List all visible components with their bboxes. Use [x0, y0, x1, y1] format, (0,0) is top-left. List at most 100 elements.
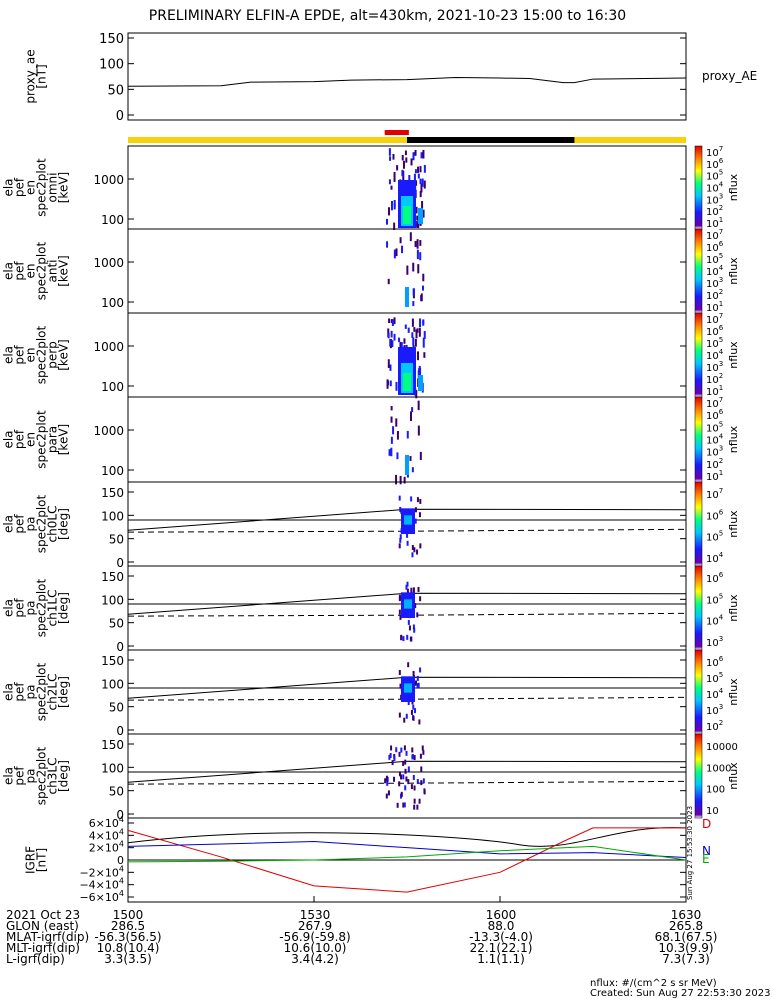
pa-cell [422, 778, 425, 784]
spectrogram-cell [407, 327, 410, 333]
spectrogram-cell [387, 328, 390, 338]
spectrogram-cell [404, 150, 407, 156]
axis-label-line: ela [2, 262, 16, 280]
spectrogram-cell [388, 449, 391, 456]
colorbar-tick: 101 [706, 384, 723, 398]
pa-cell [416, 549, 419, 555]
spectrogram-cell [395, 248, 398, 257]
axis-label-line: [keV] [57, 255, 71, 286]
spectrogram-cell [416, 223, 419, 228]
axis-label-line: pef [13, 345, 27, 365]
spectrogram-cell [422, 209, 425, 218]
pa-spectrogram-cells [398, 581, 422, 642]
axis-label-line: pa [24, 769, 38, 784]
axis-label-line: ch1LC [46, 590, 60, 627]
pa-cell [393, 776, 396, 782]
y-tick-label: 100 [101, 464, 124, 478]
spectrogram-cell [415, 206, 418, 214]
colorbar [694, 312, 703, 398]
pa-cell [412, 587, 415, 593]
colorbar-tick: 104 [706, 687, 724, 701]
pa-core [404, 683, 412, 693]
y-tick-label: 100 [101, 677, 124, 691]
colorbar [694, 228, 703, 314]
footer-value: 1530 [299, 908, 331, 922]
pa-cell [402, 802, 405, 808]
spectrogram-cell [393, 222, 396, 230]
spectrogram-cell [419, 451, 422, 460]
spectrogram-cell [423, 352, 426, 358]
spectrogram-core [403, 206, 411, 224]
colorbar-tick: 105 [706, 671, 723, 685]
axis-label-line: [nT] [35, 848, 49, 872]
spectrogram-cell [396, 452, 399, 460]
axis-label-line: en [24, 264, 38, 279]
pa-cell [416, 779, 419, 785]
colorbar-tick: 10000 [706, 742, 738, 753]
colorbar-tick: 103 [706, 445, 723, 459]
colorbar-tick: 102 [706, 457, 723, 471]
pa-cell [398, 609, 401, 615]
colorbar-tick: 106 [706, 571, 724, 585]
colorbar-tick: 104 [706, 348, 724, 362]
axis-label-line: spec2plot [35, 241, 49, 300]
spectrogram-cell [393, 333, 396, 341]
igrf-legend-N: N [702, 844, 711, 858]
axis-label-line: pa [24, 685, 38, 700]
spectrogram-cell [391, 319, 394, 326]
proxy-ae-line [127, 77, 687, 87]
plot-title: PRELIMINARY ELFIN-A EPDE, alt=430km, 202… [148, 8, 627, 24]
spectrogram-core [418, 208, 423, 224]
axis-label-line: spec2plot [35, 746, 49, 805]
colorbar-tick: 105 [706, 592, 723, 606]
spectrogram-cell [392, 426, 395, 435]
footer-row-label: 2021 Oct 23 [6, 908, 81, 922]
footer-row-label: L-igrf(dip) [6, 952, 65, 966]
spectrogram-cell [390, 200, 393, 211]
axis-label-line: ela [2, 515, 16, 533]
pa-cell [388, 754, 391, 760]
colorbar-label: nflux [727, 594, 740, 622]
colorbar-tick: 104 [706, 181, 724, 195]
pa-cell [413, 798, 416, 804]
spectrogram-cell [423, 180, 426, 189]
y-tick-label: 150 [101, 570, 124, 584]
axis-label-line: pef [13, 429, 27, 449]
spectrogram-cell [417, 370, 420, 379]
anti-loss-cone-line [127, 528, 687, 533]
pa-cell [386, 780, 389, 786]
pa-cell [402, 760, 405, 766]
pa-cell [421, 745, 424, 751]
colorbar-tick: 107 [706, 396, 723, 410]
colorbar-label: nflux [727, 510, 740, 538]
pa-cell [418, 798, 421, 804]
axis-label-line: ela [2, 599, 16, 617]
spectrogram-cells [388, 400, 422, 485]
pa-cell [414, 603, 417, 609]
pa-cell [416, 497, 419, 503]
pa-cell [416, 612, 419, 618]
pa-cell [414, 518, 417, 524]
pa-cell [422, 749, 425, 755]
pa-cell [398, 495, 401, 501]
axis-label-line: para [46, 426, 60, 453]
spectrogram-cell [422, 320, 425, 326]
pa-cell [412, 704, 415, 710]
pa-cell [402, 636, 405, 642]
colorbar-tick: 107 [706, 145, 723, 159]
spectrogram-cell [416, 239, 419, 249]
colorbar-tick: 105 [706, 252, 723, 266]
footer-value: -56.9(-59.8) [279, 930, 351, 944]
pa-cell [408, 625, 411, 631]
spectrogram-cell [417, 400, 420, 411]
anti-loss-cone-line [127, 696, 687, 701]
anti-loss-cone-line [127, 780, 687, 785]
colorbar-tick: 107 [706, 487, 723, 501]
colorbar-tick: 103 [706, 360, 723, 374]
spectrogram-cell [417, 173, 420, 179]
spectrogram-cell [416, 215, 419, 221]
spectrogram-cell [417, 425, 420, 436]
pa-cell [417, 682, 420, 688]
